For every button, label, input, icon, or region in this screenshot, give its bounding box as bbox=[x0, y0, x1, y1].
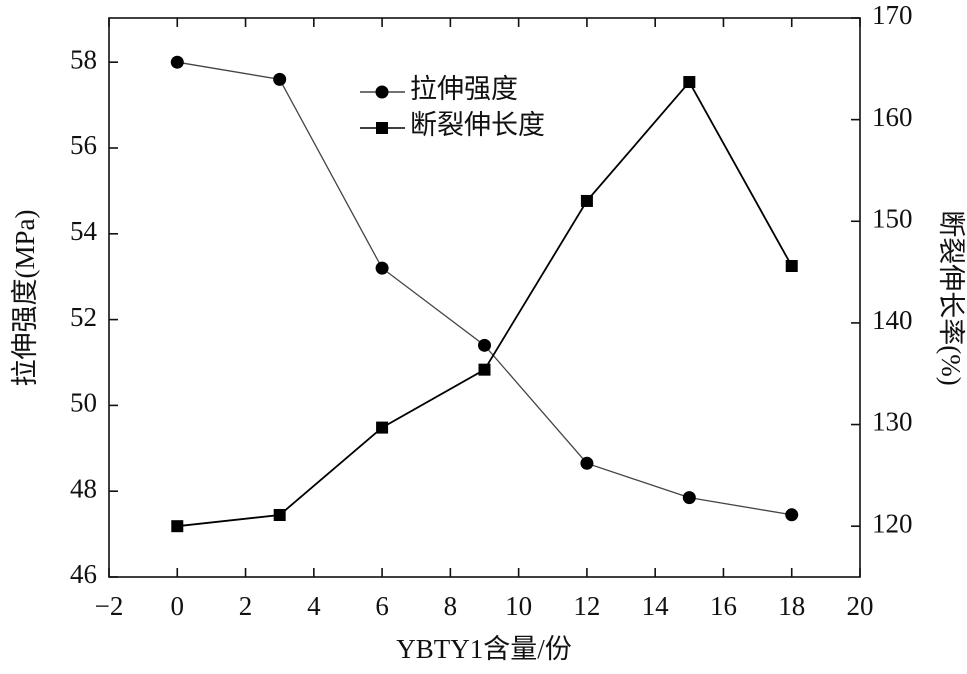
marker bbox=[785, 259, 798, 272]
y2-tick-label: 140 bbox=[872, 305, 913, 335]
legend-marker bbox=[376, 122, 388, 134]
y-tick-label: 46 bbox=[70, 559, 97, 589]
x-tick-label: 2 bbox=[239, 591, 253, 621]
y2-tick-label: 130 bbox=[872, 407, 913, 437]
marker bbox=[785, 508, 799, 522]
y2-tick-label: 170 bbox=[872, 0, 913, 30]
y2-tick-label: 150 bbox=[872, 203, 913, 233]
x-tick-label: 14 bbox=[642, 591, 670, 621]
x-tick-label: 20 bbox=[847, 591, 874, 621]
plot-frame bbox=[108, 17, 861, 578]
marker bbox=[171, 520, 184, 533]
x-axis-label: YBTY1含量/份 bbox=[396, 634, 572, 664]
x-tick-label: 6 bbox=[375, 591, 389, 621]
marker bbox=[273, 509, 286, 522]
y-axis-label: 拉伸强度(MPa) bbox=[10, 210, 40, 387]
marker bbox=[273, 72, 287, 86]
y-tick-label: 50 bbox=[70, 388, 97, 418]
y-tick-label: 48 bbox=[70, 473, 97, 503]
legend-marker bbox=[375, 85, 389, 99]
legend-label: 断裂伸长度 bbox=[410, 110, 545, 140]
legend-label: 拉伸强度 bbox=[410, 74, 518, 104]
x-tick-label: 10 bbox=[505, 591, 532, 621]
marker bbox=[375, 261, 389, 275]
y-tick-label: 56 bbox=[70, 130, 97, 160]
x-tick-label: 18 bbox=[778, 591, 805, 621]
marker bbox=[478, 338, 491, 352]
x-tick-label: 4 bbox=[307, 591, 321, 621]
y2-tick-label: 120 bbox=[872, 508, 913, 538]
x-tick-label: 8 bbox=[444, 591, 458, 621]
y-tick-label: 54 bbox=[70, 216, 98, 246]
marker bbox=[580, 456, 594, 470]
y2-axis-label: 断裂伸长率(%) bbox=[936, 210, 966, 385]
series-line bbox=[177, 80, 793, 528]
marker bbox=[170, 55, 184, 69]
marker bbox=[682, 491, 696, 505]
y2-tick-label: 160 bbox=[872, 102, 913, 132]
x-tick-label: −2 bbox=[95, 591, 124, 621]
x-tick-label: 12 bbox=[573, 591, 600, 621]
marker bbox=[683, 76, 696, 89]
x-tick-label: 0 bbox=[171, 591, 185, 621]
marker bbox=[376, 421, 389, 434]
marker bbox=[580, 194, 593, 207]
marker bbox=[478, 363, 491, 376]
x-tick-label: 16 bbox=[710, 591, 737, 621]
y-tick-label: 58 bbox=[70, 44, 97, 74]
y-tick-label: 52 bbox=[70, 302, 97, 332]
